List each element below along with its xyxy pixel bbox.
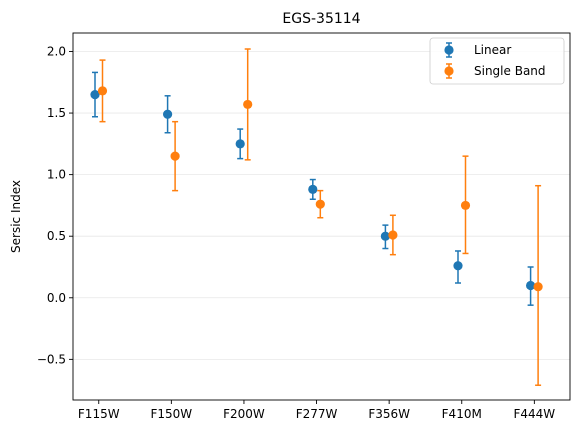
data-point (380, 231, 390, 241)
data-point (460, 200, 471, 211)
legend-marker (444, 45, 454, 55)
chart-title: EGS-35114 (282, 11, 360, 27)
plot-frame (72, 32, 571, 401)
y-axis-label: Sersic Index (9, 180, 23, 253)
data-point (533, 282, 543, 292)
data-point (315, 199, 325, 209)
legend-box (429, 37, 565, 85)
y-tick-label: 0.0 (47, 291, 66, 305)
data-point (308, 184, 318, 195)
data-point (243, 99, 253, 110)
y-tick-label: 0.5 (47, 229, 66, 243)
y-tick-label: 2.0 (47, 44, 66, 58)
x-tick-label: F356W (368, 407, 410, 421)
legend-label: Single Band (474, 64, 546, 78)
legend-marker (444, 66, 454, 76)
x-tick-label: F150W (151, 407, 193, 421)
series-marks (90, 48, 543, 386)
legend: Linear Single Band (429, 37, 565, 85)
x-tick-label: F444W (514, 407, 556, 421)
data-point (90, 89, 100, 100)
data-point (235, 139, 245, 149)
data-point (388, 230, 398, 240)
grid (73, 51, 570, 360)
x-tick-label: F410M (442, 407, 482, 421)
data-point (453, 261, 463, 271)
data-point (163, 109, 173, 119)
axes: −0.5 0.0 0.5 1.0 1.5 2.0 F115W F150W F200W F277W F… (37, 44, 555, 421)
x-tick-label: F115W (78, 407, 120, 421)
y-tick-label: −0.5 (37, 352, 66, 366)
x-tick-label: F277W (296, 407, 338, 421)
y-tick-label: 1.0 (47, 168, 66, 182)
y-tick-label: 1.5 (47, 106, 66, 120)
x-tick-label: F200W (223, 407, 265, 421)
data-point (526, 280, 536, 291)
legend-label: Linear (474, 43, 511, 57)
series-linear (90, 71, 536, 306)
series-single-band (97, 48, 543, 386)
data-point (170, 151, 180, 161)
data-point (97, 86, 108, 96)
